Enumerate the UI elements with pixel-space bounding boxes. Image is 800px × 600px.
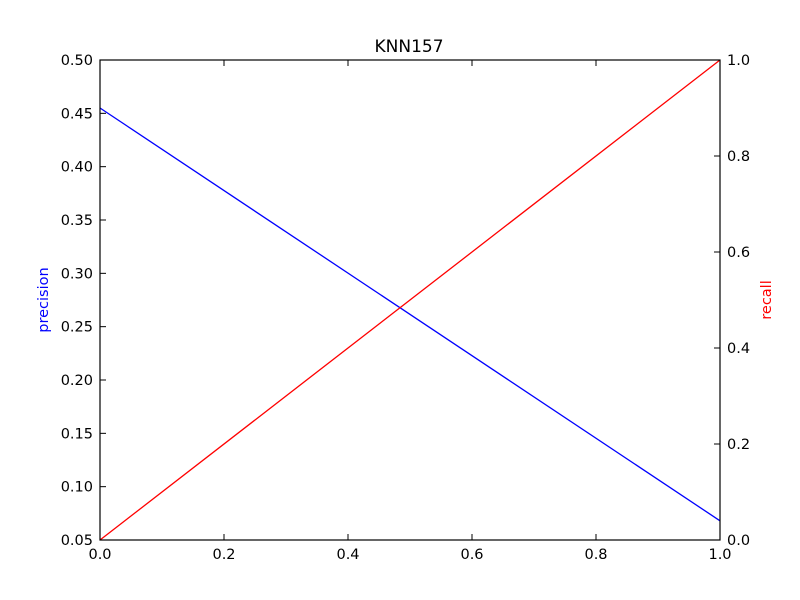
y-left-tick-label: 0.15 [61,426,93,442]
x-tick-label: 0.2 [212,547,235,563]
y-left-tick-label: 0.40 [61,160,93,176]
y-right-tick-label: 0.2 [727,437,750,453]
y-right-tick-label: 0.4 [727,341,750,357]
y-right-tick-label: 0.8 [727,149,750,165]
x-tick-label: 0.0 [88,547,111,563]
y-left-tick-label: 0.30 [61,266,93,282]
series-layer [99,59,721,541]
y-right-tick-label: 0.6 [727,245,750,261]
series-line-precision [99,107,721,522]
plot-frame [99,59,721,541]
y-axis-label-right: recall [759,280,775,319]
x-tick-label: 0.6 [460,547,483,563]
y-axis-label-left: precision [36,267,52,332]
y-left-tick-label: 0.35 [61,213,93,229]
y-left-tick-label: 0.25 [61,320,93,336]
y-left-tick-label: 0.45 [61,106,93,122]
x-tick-label: 0.4 [336,547,359,563]
y-right-tick-label: 0.0 [727,533,750,549]
y-right-tick-label: 1.0 [727,53,750,69]
y-left-tick-label: 0.05 [61,533,93,549]
ticks-layer: 0.0 0.2 0.4 0.6 0.8 1.0 0.05 0.10 0.15 0.20 0.25 0.… [61,53,750,563]
y-left-tick-label: 0.20 [61,373,93,389]
y-left-tick-label: 0.10 [61,480,93,496]
x-tick-label: 1.0 [708,547,731,563]
chart-title: KNN157 [374,37,443,57]
series-line-recall [99,59,721,541]
y-left-tick-label: 0.50 [61,53,93,69]
x-tick-label: 0.8 [584,547,607,563]
